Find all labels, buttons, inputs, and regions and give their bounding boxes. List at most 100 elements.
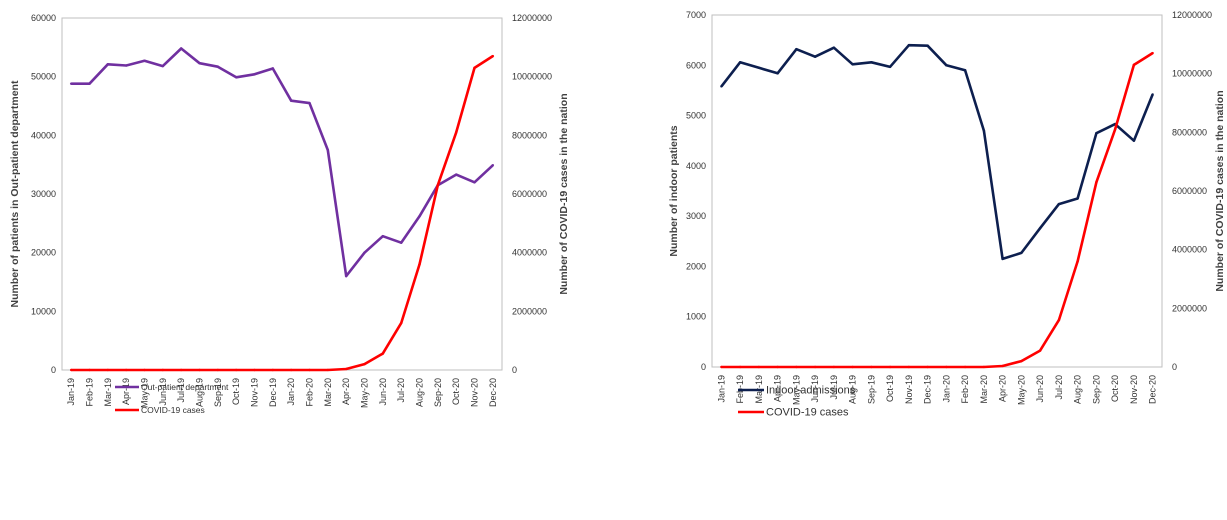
x-tick-label: Jul-19 <box>176 378 186 403</box>
y2-tick-label: 0 <box>1172 362 1177 372</box>
data-point-out-patient-department <box>198 61 201 65</box>
data-point-out-patient-department <box>124 64 128 67</box>
data-point-covid-19-cases <box>363 362 366 366</box>
x-tick-label: Jun-19 <box>158 378 168 406</box>
data-point-covid-19-cases <box>1057 318 1061 322</box>
y-tick-label: 2000 <box>686 261 706 271</box>
data-point-out-patient-department <box>363 251 366 254</box>
data-point-out-patient-department <box>473 181 476 184</box>
x-tick-label: Jun-20 <box>1035 375 1045 403</box>
data-point-covid-19-cases <box>870 365 873 369</box>
data-point-indoor-admissions <box>907 43 911 47</box>
x-tick-label: Nov-20 <box>470 378 480 407</box>
data-point-indoor-admissions <box>963 69 967 72</box>
data-point-out-patient-department <box>253 73 256 76</box>
data-point-indoor-admissions <box>1038 227 1042 230</box>
y2-tick-label: 10000000 <box>512 72 552 82</box>
x-tick-label: Feb-19 <box>85 378 95 407</box>
legend-label-covid-19-cases: COVID-19 cases <box>766 407 849 419</box>
y-tick-label: 0 <box>701 362 706 372</box>
data-point-covid-19-cases <box>1151 51 1154 55</box>
data-point-covid-19-cases <box>381 352 385 355</box>
data-point-covid-19-cases <box>124 368 128 372</box>
y-tick-label: 60000 <box>31 13 56 23</box>
y-axis-title: Number of patients in Out-patient depart… <box>9 80 21 307</box>
y2-tick-label: 10000000 <box>1172 69 1212 79</box>
y-tick-label: 0 <box>51 365 56 375</box>
y2-tick-label: 0 <box>512 365 517 375</box>
data-point-out-patient-department <box>326 148 330 152</box>
data-point-out-patient-department <box>381 235 385 238</box>
data-point-covid-19-cases <box>1038 349 1042 352</box>
indoor-chart-svg: 0 1000 2000 3000 4000 5000 6000 7000 0 2000000 400… <box>668 10 1226 419</box>
y2-tick-label: 8000000 <box>512 130 547 140</box>
data-point-covid-19-cases <box>720 365 723 369</box>
data-point-indoor-admissions <box>945 64 948 67</box>
x-tick-label: Feb-20 <box>960 375 970 404</box>
data-point-covid-19-cases <box>491 54 495 58</box>
data-point-covid-19-cases <box>851 365 854 369</box>
data-point-covid-19-cases <box>106 368 110 372</box>
data-point-covid-19-cases <box>253 368 256 372</box>
y2-tick-label: 12000000 <box>1172 10 1212 20</box>
x-tick-label: Jul-20 <box>1054 375 1064 400</box>
data-point-covid-19-cases <box>832 365 836 369</box>
x-tick-label: Nov-19 <box>904 375 914 404</box>
series-line-covid-19-cases <box>71 55 494 372</box>
data-point-out-patient-department <box>344 274 348 278</box>
data-point-covid-19-cases <box>982 365 986 369</box>
data-point-covid-19-cases <box>757 365 761 369</box>
legend-label-covid-19-cases: COVID-19 cases <box>141 405 205 415</box>
x-tick-label: Sep-19 <box>213 378 223 407</box>
data-point-covid-19-cases <box>344 367 348 371</box>
y2-tick-label: 2000000 <box>512 306 547 316</box>
data-point-indoor-admissions <box>982 129 986 132</box>
x-tick-label: Jan-19 <box>716 375 726 403</box>
data-point-indoor-admissions <box>720 85 723 88</box>
x-tick-label: Apr-20 <box>341 378 351 405</box>
x-tick-label: Oct-19 <box>885 375 895 402</box>
y-tick-label: 4000 <box>686 161 706 171</box>
y-tick-label: 6000 <box>686 60 706 70</box>
data-point-covid-19-cases <box>813 365 817 369</box>
y2-axis-title: Number of COVID-19 cases in the nation <box>1214 90 1226 291</box>
x-tick-label: Mar-19 <box>103 378 113 407</box>
x-tick-label: Jan-20 <box>286 378 296 406</box>
x-tick-label: Oct-19 <box>231 378 241 405</box>
data-point-out-patient-department <box>161 64 165 68</box>
x-tick-label: Dec-19 <box>268 378 278 407</box>
data-point-indoor-admissions <box>832 46 836 49</box>
data-point-out-patient-department <box>454 173 458 176</box>
data-point-out-patient-department <box>216 65 220 68</box>
x-tick-label: Oct-20 <box>1110 375 1120 402</box>
data-point-covid-19-cases <box>795 365 798 369</box>
x-tick-label: Jul-20 <box>396 378 406 403</box>
x-tick-label: Aug-20 <box>415 378 425 407</box>
data-point-covid-19-cases <box>234 368 238 372</box>
data-point-out-patient-department <box>234 76 238 79</box>
legend-label-out-patient-department: Out-patient department <box>141 382 229 392</box>
opd-chart-svg: 0 10000 20000 30000 40000 50000 60000 0 2000000 4… <box>9 13 570 415</box>
data-point-covid-19-cases <box>454 131 458 134</box>
data-point-indoor-admissions <box>870 61 873 64</box>
x-tick-label: Jan-19 <box>66 378 76 406</box>
y2-tick-label: 2000000 <box>1172 303 1207 313</box>
data-point-indoor-admissions <box>776 72 779 75</box>
data-point-covid-19-cases <box>418 263 421 266</box>
series-line-indoor-admissions <box>720 43 1154 261</box>
data-point-covid-19-cases <box>143 368 146 372</box>
data-point-indoor-admissions <box>851 63 854 66</box>
x-tick-label: Jun-19 <box>810 375 820 403</box>
data-point-covid-19-cases <box>1113 128 1117 131</box>
y2-tick-label: 6000000 <box>512 189 547 199</box>
x-tick-label: Sep-20 <box>1091 375 1101 404</box>
data-point-indoor-admissions <box>813 55 817 58</box>
series-line-covid-19-cases <box>721 52 1154 369</box>
y-tick-label: 5000 <box>686 111 706 121</box>
data-point-out-patient-department <box>179 47 183 50</box>
data-point-indoor-admissions <box>1057 202 1061 206</box>
data-point-covid-19-cases <box>271 368 275 372</box>
x-tick-label: Jun-20 <box>378 378 388 406</box>
data-point-covid-19-cases <box>776 365 779 369</box>
data-point-covid-19-cases <box>1132 63 1136 67</box>
